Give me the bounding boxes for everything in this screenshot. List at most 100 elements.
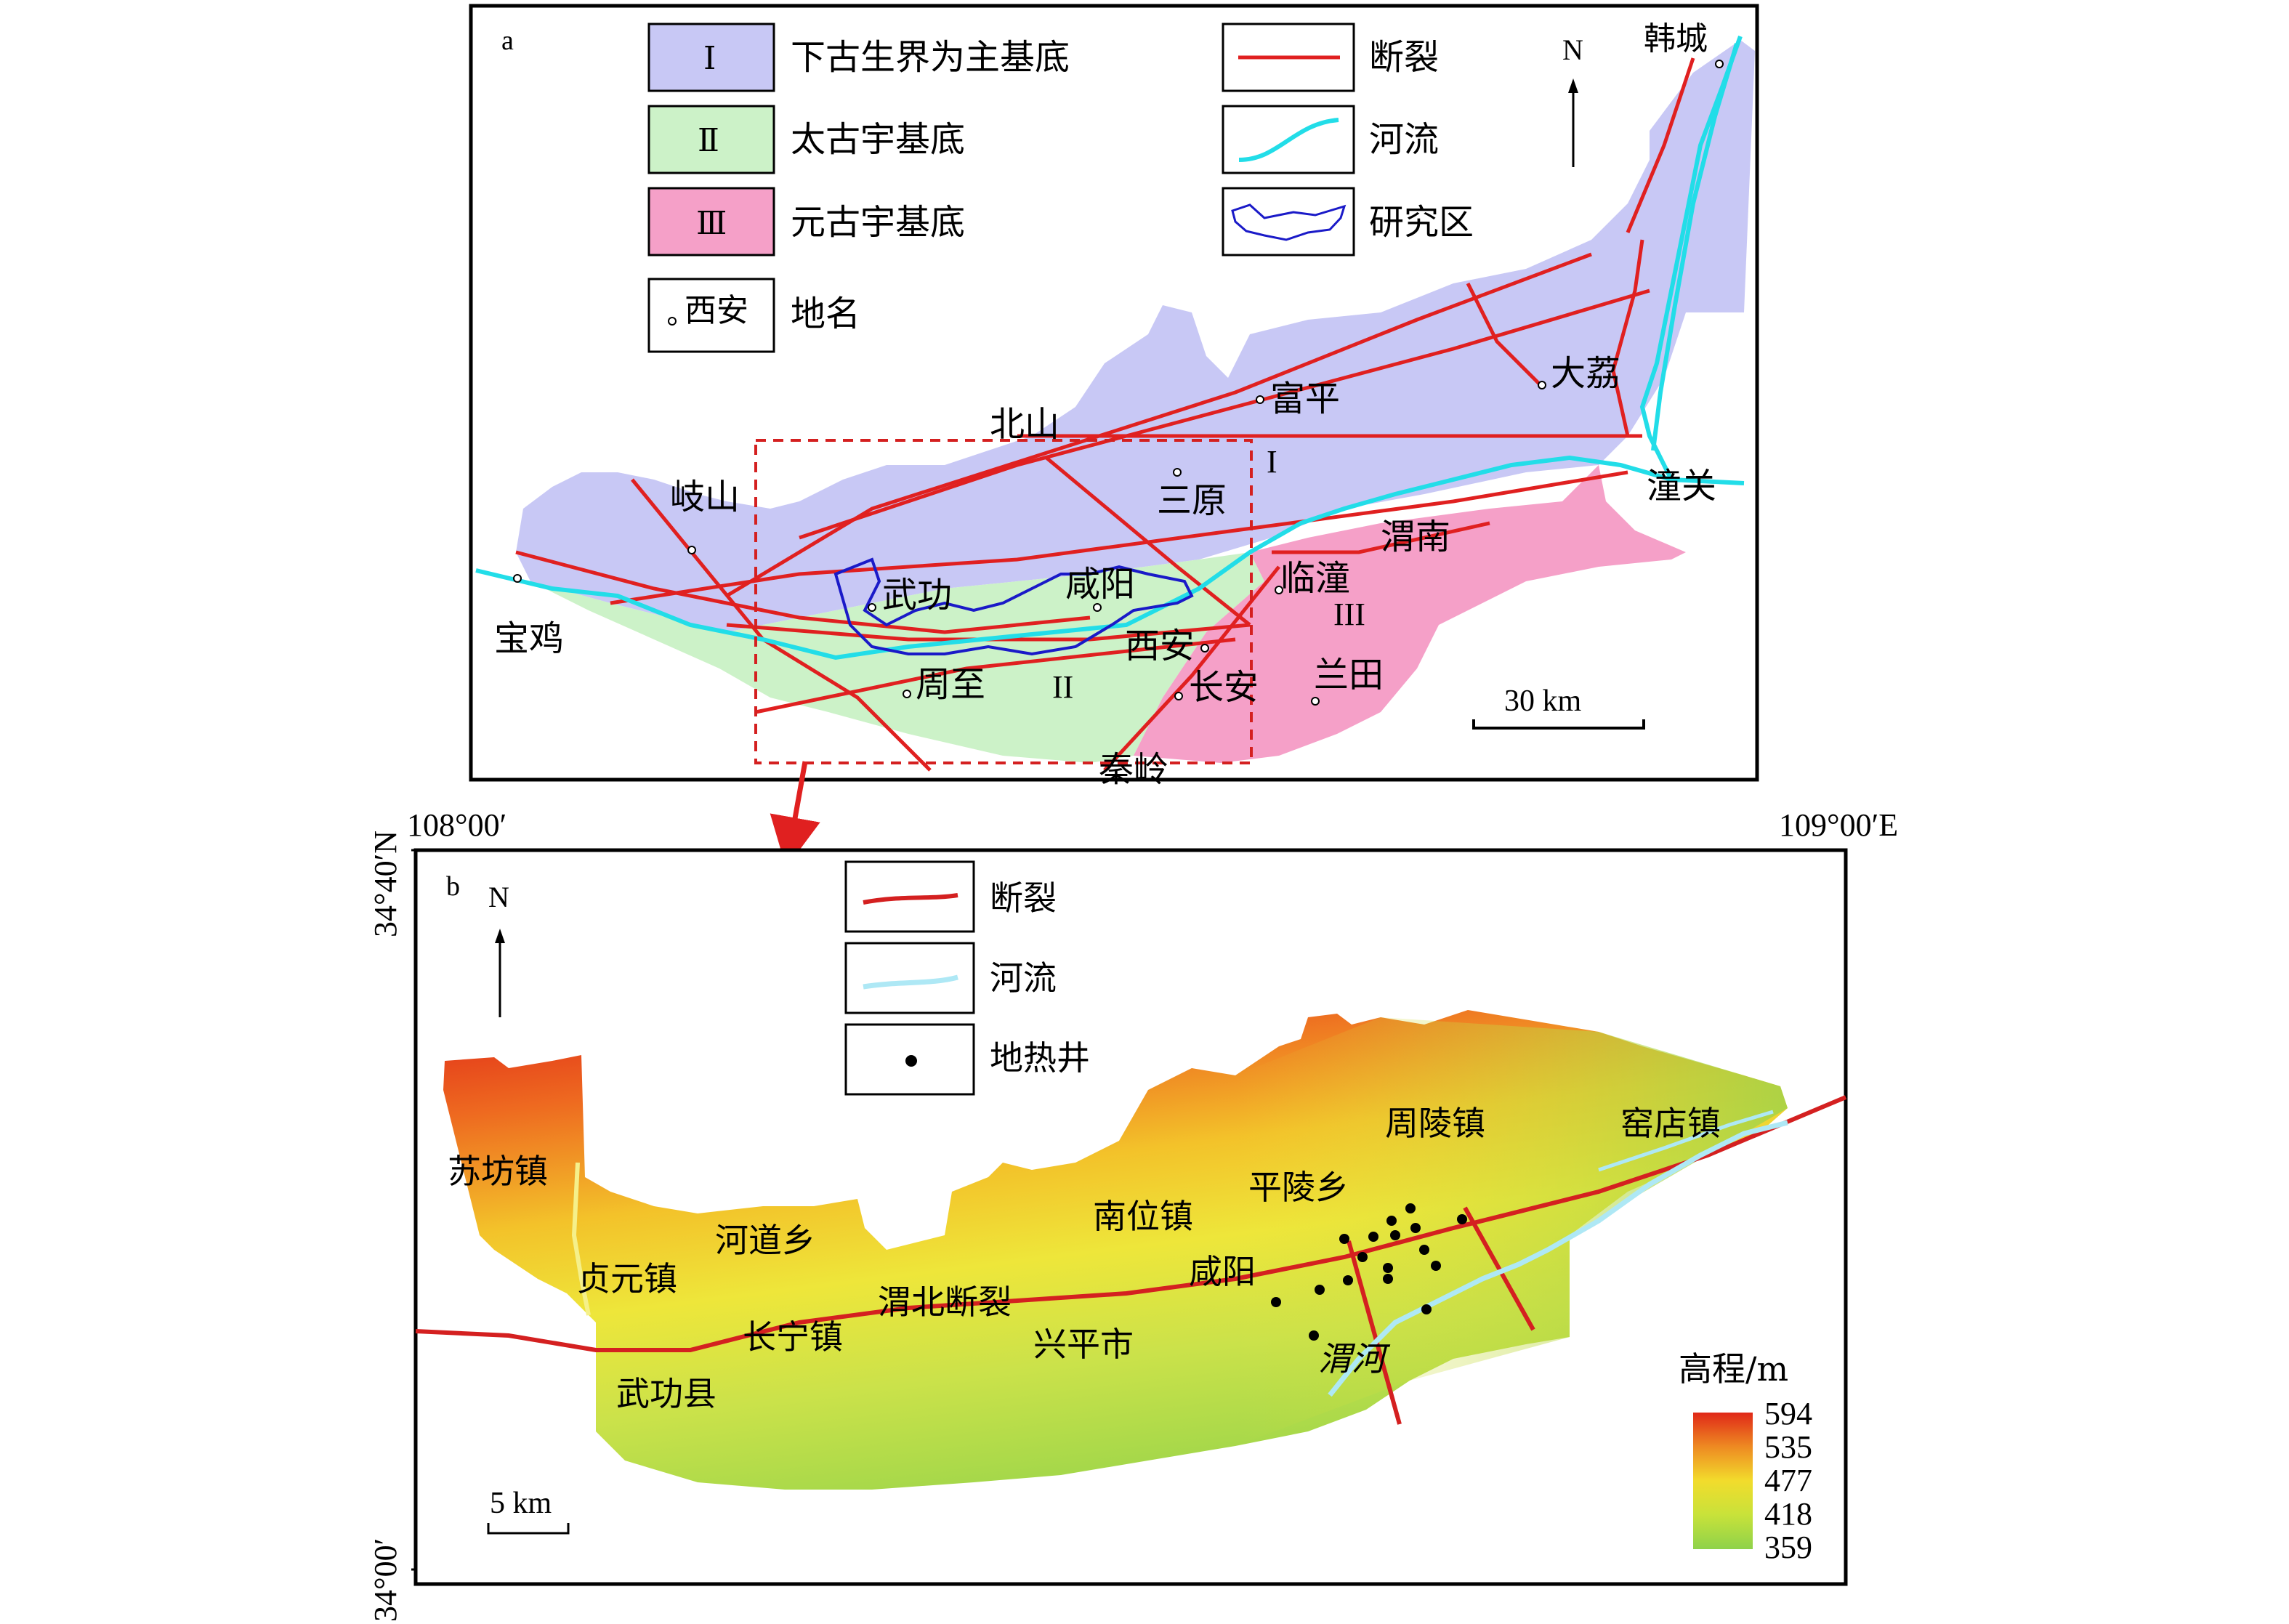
inset-arrow-icon <box>770 761 820 868</box>
place-label: 河道乡 <box>715 1221 815 1260</box>
north-arrow-icon: N <box>488 881 509 1017</box>
legend-text: 太古宇基底 <box>791 119 965 160</box>
river-b <box>1328 1120 1788 1397</box>
place-label: 长安 <box>1189 667 1259 708</box>
place-label: 长宁镇 <box>743 1317 843 1357</box>
legend-text: 元古宇基底 <box>791 202 965 243</box>
panel-a-label: a <box>501 25 514 56</box>
rivers-a <box>475 35 1745 660</box>
legend-symbol: Ⅱ <box>698 123 719 158</box>
lon-left-label: 108°00′ <box>407 807 506 843</box>
elevation-legend: 高程/m 594 535 477 418 359 <box>1679 1349 1812 1565</box>
well-dot <box>1457 1214 1467 1224</box>
place-label: 岐山 <box>670 477 740 517</box>
zone-label-I: I <box>1267 444 1277 480</box>
place-label: 窑店镇 <box>1620 1104 1721 1143</box>
place-names-b: 苏坊镇 贞元镇 河道乡 武功县 长宁镇 渭北断裂 兴平市 南位镇 咸阳 平陵乡 … <box>448 1104 1721 1413</box>
river-b-west <box>571 1162 591 1316</box>
north-arrow-icon: N <box>1562 33 1583 167</box>
study-area-outline <box>833 557 1194 656</box>
panel-a: a <box>469 4 1759 790</box>
elevation-tick: 418 <box>1764 1496 1812 1532</box>
lon-right-label: 109°00′E <box>1779 807 1898 843</box>
place-label: 北山 <box>990 404 1059 445</box>
zone-label-II: II <box>1052 669 1073 705</box>
elevation-colorbar <box>1693 1413 1753 1549</box>
legend-text: 断裂 <box>1369 37 1439 78</box>
well-dot <box>1339 1234 1349 1244</box>
elevation-tick: 535 <box>1764 1429 1812 1465</box>
legend-text: 断裂 <box>990 878 1057 918</box>
zone-III-region <box>1134 465 1686 763</box>
place-label: 大荔 <box>1551 353 1620 394</box>
north-label: N <box>1562 33 1583 66</box>
north-label: N <box>488 881 509 913</box>
place-label: 宝鸡 <box>494 618 564 659</box>
place-label: 三原 <box>1157 480 1227 521</box>
elevation-title: 高程/m <box>1679 1349 1788 1389</box>
place-label: 渭南 <box>1381 517 1450 557</box>
well-dot <box>1357 1252 1368 1262</box>
dem-east-shade <box>1235 1017 1788 1446</box>
legend-symbol: Ⅰ <box>703 41 716 76</box>
place-label: 渭北断裂 <box>878 1282 1012 1322</box>
well-dot <box>1421 1304 1432 1314</box>
place-dots-a <box>513 60 1724 706</box>
elevation-tick: 594 <box>1764 1396 1812 1431</box>
place-label: 兰田 <box>1314 655 1384 695</box>
well-dot <box>1419 1245 1429 1255</box>
well-dot <box>1410 1223 1421 1233</box>
well-dot <box>1390 1230 1400 1240</box>
place-label: 平陵乡 <box>1248 1168 1349 1207</box>
river-b-north <box>1598 1110 1774 1172</box>
place-label: 武功 <box>882 575 952 615</box>
legend-text: 河流 <box>990 958 1057 998</box>
place-label: 富平 <box>1270 379 1340 419</box>
legend-symbol: Ⅲ <box>696 206 727 241</box>
scale-bar-label: 30 km <box>1504 684 1582 718</box>
legend-symbol: 西安 <box>685 292 748 329</box>
faults-a <box>515 57 1695 772</box>
well-dot <box>1383 1263 1393 1273</box>
zone-II-region <box>530 552 1264 763</box>
well-dot <box>1431 1261 1441 1271</box>
place-label: 苏坊镇 <box>448 1152 548 1191</box>
place-label: 临潼 <box>1280 558 1350 599</box>
place-label: 潼关 <box>1647 466 1716 506</box>
scale-bar-b: 5 km <box>487 1487 570 1535</box>
legend-text: 研究区 <box>1369 202 1474 243</box>
place-label: 咸阳 <box>1189 1252 1256 1291</box>
place-label: 贞元镇 <box>577 1259 677 1298</box>
well-dot <box>1386 1216 1397 1226</box>
geothermal-wells <box>1271 1203 1467 1341</box>
well-dot <box>1343 1275 1353 1285</box>
place-names-a: 韩城 大荔 富平 北山 三原 岐山 潼关 渭南 临潼 武功 咸阳 宝鸡 西安 长… <box>494 20 1716 790</box>
place-label: 西安 <box>1125 626 1195 666</box>
faults-b <box>415 1095 1847 1425</box>
elevation-tick: 477 <box>1764 1463 1812 1498</box>
scale-bar-a: 30 km <box>1472 684 1645 730</box>
panel-b: b <box>413 848 1848 1586</box>
coordinates: 108°00′ 109°00′E 34°40′N 34°00′ <box>368 807 1898 1622</box>
place-label: 兴平市 <box>1033 1325 1134 1364</box>
place-label: 南位镇 <box>1093 1197 1193 1236</box>
inset-box <box>754 439 1253 764</box>
well-dot <box>1309 1330 1319 1341</box>
panel-b-label: b <box>446 871 460 902</box>
well-dot <box>1271 1297 1281 1307</box>
lat-top-label: 34°40′N <box>368 831 403 937</box>
place-label: 咸阳 <box>1065 564 1135 605</box>
place-label: 武功县 <box>616 1374 716 1413</box>
legend-text: 河流 <box>1369 119 1439 160</box>
elevation-tick: 359 <box>1764 1530 1812 1565</box>
legend-a: Ⅰ 下古生界为主基底 Ⅱ 太古宇基底 Ⅲ 元古宇基底 西安 地名 断裂 河流 研… <box>647 23 1474 353</box>
well-dot <box>1405 1203 1416 1213</box>
scale-bar-label: 5 km <box>490 1487 552 1520</box>
zone-label-III: III <box>1333 597 1365 632</box>
well-dot <box>1315 1285 1325 1295</box>
legend-text: 地名 <box>791 294 860 334</box>
well-dot <box>1368 1232 1378 1242</box>
legend-text: 地热井 <box>990 1038 1090 1078</box>
place-label: 秦岭 <box>1099 749 1168 790</box>
